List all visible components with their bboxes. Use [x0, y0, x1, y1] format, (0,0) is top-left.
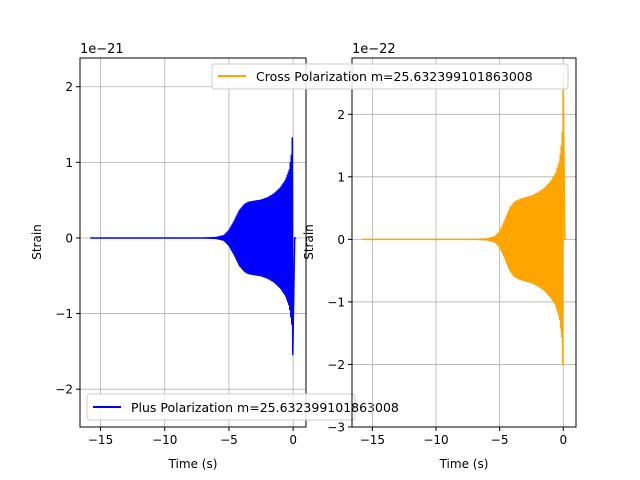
left-y-tick-label: 1: [65, 156, 73, 170]
left-x-axis-label: Time (s): [168, 457, 218, 471]
left-x-tick-label: −10: [152, 433, 177, 447]
left-x-tick-label: −5: [220, 433, 238, 447]
left-y-tick-label: 0: [65, 231, 73, 245]
right-y-tick-label: −1: [327, 295, 345, 309]
left-y-tick-label: −2: [55, 383, 73, 397]
right-plot-area: [361, 76, 567, 366]
right-y-tick-label: −3: [327, 421, 345, 435]
left-offset-text: 1e−21: [80, 42, 124, 57]
right-y-tick-label: 1: [337, 170, 345, 184]
right-y-tick-label: 0: [337, 233, 345, 247]
right-x-tick-label: −15: [360, 433, 385, 447]
left-x-tick-label: −15: [88, 433, 113, 447]
right-x-tick-label: −5: [491, 433, 509, 447]
left-legend: Plus Polarization m=25.632399101863008: [86, 393, 399, 421]
right-series-line: [361, 76, 567, 366]
right-y-tick-label: 2: [337, 108, 345, 122]
left-legend-box: [86, 393, 356, 421]
left-y-tick-label: −1: [55, 307, 73, 321]
left-legend-label: Plus Polarization m=25.632399101863008: [131, 400, 399, 415]
left-series-line: [90, 137, 297, 356]
right-x-tick-label: 0: [559, 433, 567, 447]
left-x-tick-label: 0: [289, 433, 297, 447]
right-legend: Cross Polarization m=25.632399101863008: [211, 63, 569, 90]
right-y-axis-label: Strain: [302, 224, 316, 260]
right-legend-label: Cross Polarization m=25.632399101863008: [256, 69, 533, 84]
right-legend-box: [211, 63, 569, 90]
right-axes-frame: [351, 57, 577, 428]
left-y-tick-label: 2: [65, 80, 73, 94]
left-axes-frame: [79, 57, 307, 428]
left-plot-area: [90, 137, 297, 356]
right-y-tick-label: −2: [327, 358, 345, 372]
left-y-axis-label: Strain: [30, 224, 44, 260]
right-x-axis-label: Time (s): [439, 457, 489, 471]
right-offset-text: 1e−22: [352, 42, 396, 57]
right-x-tick-label: −10: [423, 433, 448, 447]
